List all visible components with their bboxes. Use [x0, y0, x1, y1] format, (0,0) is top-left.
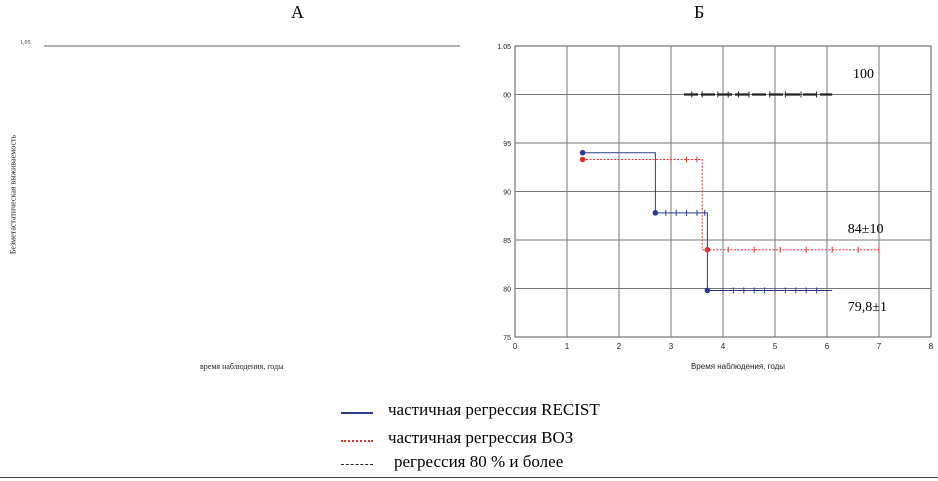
x-tick-label-4: 4: [721, 342, 726, 351]
bottom-rule: [0, 477, 938, 478]
x-tick-label-2: 2: [617, 342, 622, 351]
x-tick-label-3: 3: [669, 342, 674, 351]
panel-a-letter: А: [291, 2, 304, 22]
annotation-1: 84±10: [848, 222, 884, 237]
panel-b-letter: Б: [694, 2, 705, 22]
x-tick-label-7: 7: [877, 342, 882, 351]
legend-label-who: частичная регрессия ВОЗ: [388, 428, 574, 447]
event-marker-0: [652, 210, 659, 216]
x-tick-label-8: 8: [929, 342, 934, 351]
legend-swatch-recist: [341, 412, 373, 414]
y-tick-label-0: 1.05: [497, 44, 511, 51]
panel-a-chart: [44, 45, 460, 47]
legend-swatch-who: [341, 440, 373, 442]
event-marker-0: [704, 287, 711, 294]
y-tick-label-3: 90: [503, 190, 511, 197]
y-tick-label-6: 75: [503, 335, 511, 342]
panel-a-x-axis-label: время наблюдения, годы: [200, 362, 284, 371]
annotation-0: 100: [853, 67, 874, 82]
event-marker-1: [704, 246, 711, 253]
legend-swatch-80pct: [341, 464, 373, 465]
x-tick-label-5: 5: [773, 342, 778, 351]
y-tick-label-1: 00: [503, 93, 511, 100]
event-marker-1: [579, 156, 586, 163]
y-tick-label-5: 80: [503, 287, 511, 294]
y-tick-label-4: 85: [503, 238, 511, 245]
series-line-1: [582, 158, 879, 251]
series-line-0: [582, 152, 833, 291]
annotation-2: 79,8±1: [848, 300, 887, 315]
panel-a-top-tick: 1,05: [20, 40, 31, 46]
x-tick-label-1: 1: [565, 342, 570, 351]
legend-label-80pct: регрессия 80 % и более: [394, 452, 564, 471]
panel-b-chart: 0 1 2 3 4 5 6 7 8 1.05 00 95 90 85 80 75 Время наблюдени…: [497, 44, 934, 371]
x-tick-label-6: 6: [825, 342, 830, 351]
y-tick-label-2: 95: [503, 141, 511, 148]
x-tick-label-0: 0: [513, 342, 518, 351]
event-marker-0: [579, 149, 586, 156]
legend-label-recist: частичная регрессия RECIST: [388, 400, 600, 419]
x-axis-label: Время наблюдения, годы: [691, 362, 785, 371]
